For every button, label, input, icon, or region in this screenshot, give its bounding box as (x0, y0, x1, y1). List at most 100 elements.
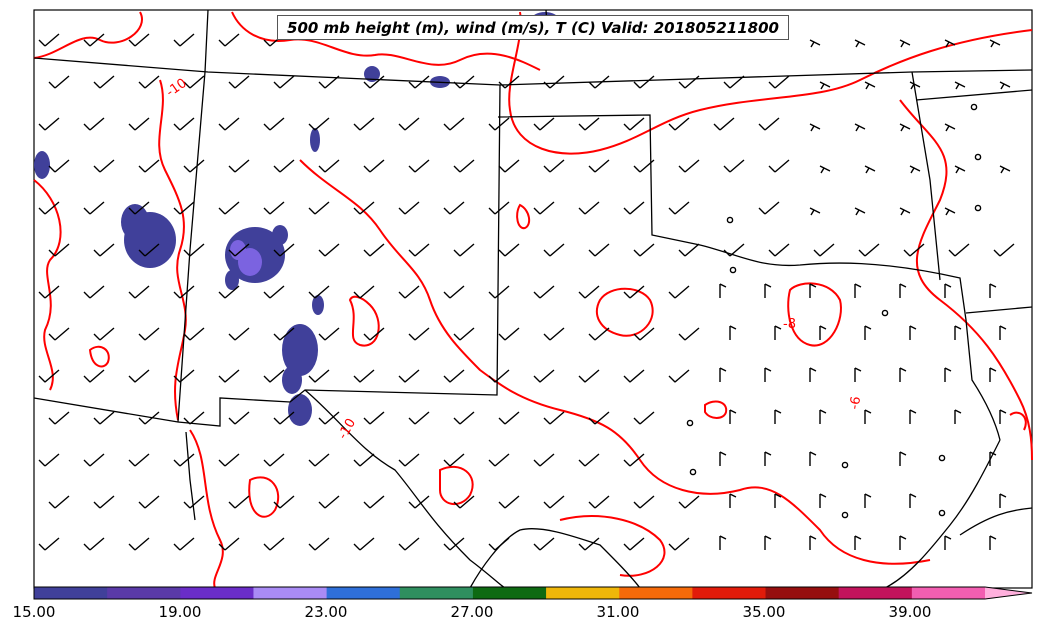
wind-barb (954, 165, 966, 174)
wind-barb (128, 285, 150, 299)
coastline (884, 439, 1001, 589)
wind-barb (83, 369, 105, 383)
wind-barb (93, 411, 115, 425)
wind-barb (128, 369, 150, 383)
wind-barb (83, 201, 105, 215)
wind-barb (989, 367, 997, 382)
wind-barb (228, 327, 250, 341)
wind-barb (588, 243, 610, 257)
colorbar-segment (34, 587, 108, 599)
wind-barb (944, 39, 956, 48)
wind-barb (228, 495, 250, 509)
wind-barb (308, 117, 330, 131)
colorbar-tick-label: 35.00 (742, 603, 786, 621)
wind-barb (38, 369, 60, 383)
wind-barb (308, 285, 330, 299)
calm-wind-marker (686, 419, 694, 427)
wind-barb (38, 33, 60, 47)
wind-barb (678, 159, 700, 173)
wind-barb (38, 537, 60, 551)
wind-barb (999, 493, 1007, 508)
wind-barb (138, 75, 160, 89)
wind-barb (774, 409, 782, 424)
wind-barb (218, 537, 240, 551)
wind-barb (183, 327, 205, 341)
wind-barb (899, 451, 907, 466)
state-border (304, 389, 506, 589)
state-border (33, 84, 501, 427)
wind-barb (218, 117, 240, 131)
calm-wind-marker (938, 454, 946, 462)
colorbar-segment (399, 587, 474, 599)
wind-barb (633, 495, 655, 509)
temperature-contour-line (516, 203, 531, 230)
wind-barb (864, 165, 876, 174)
wind-barb (989, 283, 997, 298)
wind-barb (944, 123, 956, 132)
wind-barb (729, 493, 737, 508)
wind-barb (93, 495, 115, 509)
wind-barb (678, 327, 700, 341)
wind-barb (774, 325, 782, 340)
wind-speed-shading (230, 240, 246, 260)
wind-barb (138, 495, 160, 509)
wind-barb (809, 451, 817, 466)
wind-barb (83, 285, 105, 299)
wind-barb (623, 369, 645, 383)
wind-barb (173, 201, 195, 215)
wind-barb (768, 75, 790, 89)
wind-barb (993, 243, 1015, 257)
wind-barb (138, 327, 160, 341)
wind-barb (38, 285, 60, 299)
wind-barb (999, 325, 1007, 340)
wind-barb (668, 369, 690, 383)
wind-barb (909, 325, 917, 340)
wind-barb (263, 369, 285, 383)
temperature-contour-line (248, 476, 280, 518)
wind-speed-shading (364, 66, 380, 82)
map-frame (33, 9, 1033, 589)
wind-barb (183, 75, 205, 89)
wind-barb (408, 411, 430, 425)
wind-barb (954, 409, 962, 424)
wind-barb (899, 123, 911, 132)
colorbar (33, 586, 1033, 600)
colorbar-segment (472, 587, 547, 599)
wind-barb (128, 537, 150, 551)
wind-barb (363, 243, 385, 257)
temperature-contour-line (189, 429, 224, 589)
wind-barb (899, 367, 907, 382)
wind-barb (854, 283, 862, 298)
contour-label: -6 (847, 395, 864, 410)
wind-barb (443, 537, 465, 551)
wind-barb (944, 367, 952, 382)
wind-barb (764, 535, 772, 550)
wind-barb (308, 453, 330, 467)
wind-barb (173, 33, 195, 47)
map-title: 500 mb height (m), wind (m/s), T (C) Val… (277, 15, 789, 40)
wind-barbs (38, 33, 1015, 551)
colorbar-tick-label: 27.00 (450, 603, 494, 621)
colorbar-segment (107, 587, 181, 599)
colorbar-tick-label: 15.00 (12, 603, 56, 621)
wind-barb (854, 123, 866, 132)
wind-barb (533, 117, 555, 131)
wind-barb (989, 39, 1001, 48)
temperature-contour-line (33, 179, 62, 391)
wind-barb (138, 411, 160, 425)
wind-barb (488, 537, 510, 551)
colorbar-outline (33, 586, 1033, 600)
wind-barb (318, 495, 340, 509)
wind-barb (719, 283, 727, 298)
colorbar-segment (838, 587, 913, 599)
wind-barb (488, 117, 510, 131)
wind-barb (533, 537, 555, 551)
wind-barb (228, 411, 250, 425)
wind-speed-shading (288, 394, 312, 426)
wind-barb (93, 75, 115, 89)
wind-barb (578, 537, 600, 551)
wind-barb (954, 325, 962, 340)
wind-barb (48, 327, 70, 341)
wind-barb (578, 285, 600, 299)
wind-barb (353, 537, 375, 551)
